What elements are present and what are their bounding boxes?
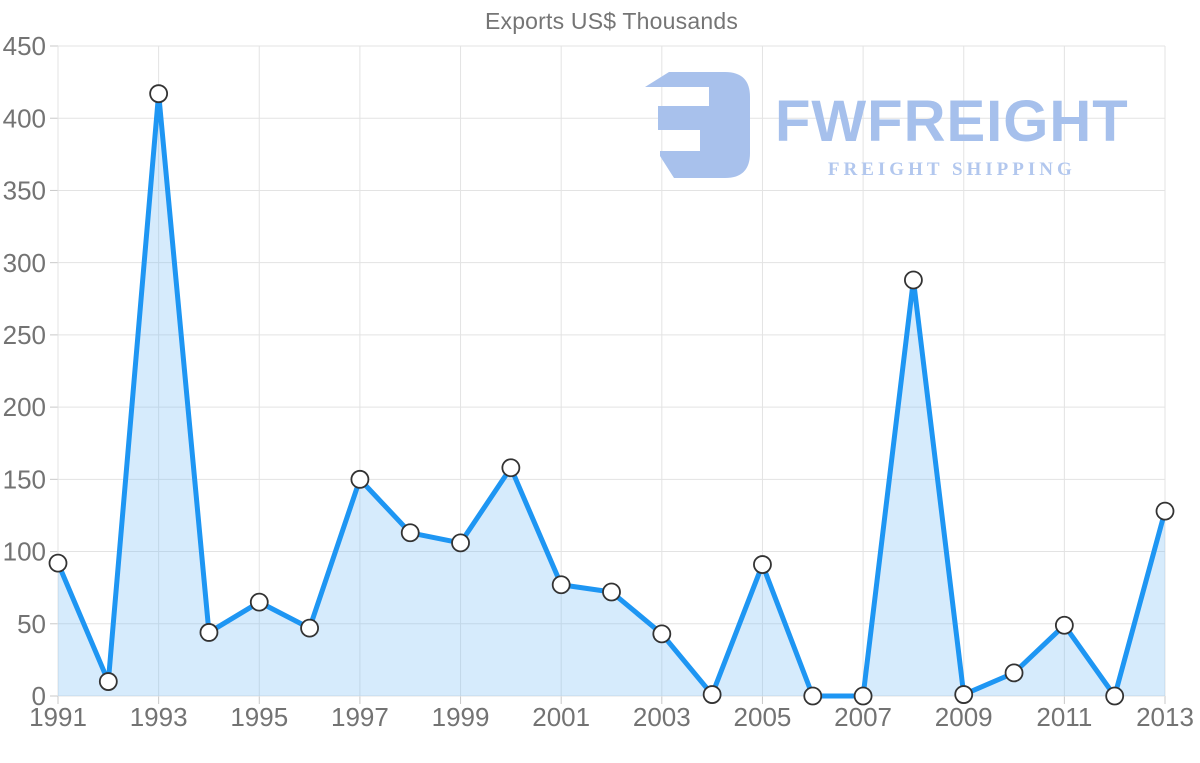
x-tick-label: 1995 [230,702,288,732]
y-tick-label: 450 [3,31,46,61]
data-point[interactable] [48,553,68,573]
data-point[interactable] [702,685,722,704]
y-tick-label: 150 [3,464,46,494]
y-tick-label: 0 [32,681,46,711]
x-tick-label: 2003 [633,702,691,732]
area-fill [58,93,1165,696]
data-point[interactable] [249,592,269,612]
data-point[interactable] [1054,615,1074,635]
y-tick-label: 300 [3,248,46,278]
x-tick-label: 2013 [1136,702,1194,732]
data-point[interactable] [1155,501,1175,521]
data-point[interactable] [400,523,420,543]
data-point[interactable] [451,533,470,553]
y-tick-label: 250 [3,320,46,350]
data-point[interactable] [652,624,672,644]
logo-tagline: FREIGHT SHIPPING [827,159,1076,180]
data-point[interactable] [602,582,621,602]
y-tick-label: 350 [3,176,46,206]
x-tick-label: 1997 [331,702,389,732]
data-point[interactable] [904,270,923,290]
data-point[interactable] [98,672,118,691]
chart-title: Exports US$ Thousands [484,8,739,34]
x-tick-label: 1993 [130,702,188,732]
logo-wordmark: FWFREIGHT [775,89,1129,154]
data-point[interactable] [853,686,873,706]
watermark-logo: FWFREIGHT FREIGHT SHIPPING [643,72,1129,179]
x-tick-label: 2001 [532,702,590,732]
data-point[interactable] [954,685,974,704]
x-tick-label: 1991 [29,702,87,732]
x-tick-label: 1999 [432,702,490,732]
fwfreight-logo-icon [645,72,750,178]
data-point[interactable] [149,84,169,104]
data-point[interactable] [1004,663,1024,683]
logo-mark-shape [645,72,750,178]
x-tick-label: 2005 [734,702,792,732]
y-tick-label: 400 [3,103,46,133]
data-point[interactable] [199,623,219,642]
y-tick-label: 200 [3,392,46,422]
data-point[interactable] [300,618,319,638]
logo-text-block: FWFREIGHT FREIGHT SHIPPING [775,72,1129,180]
y-tick-label: 50 [17,609,46,639]
data-point[interactable] [753,555,772,574]
x-tick-label: 2007 [834,702,892,732]
y-tick-label: 100 [3,537,46,567]
data-point[interactable] [501,458,521,478]
x-tick-label: 2011 [1036,702,1092,732]
x-tick-label: 2009 [935,702,993,732]
data-point[interactable] [1105,686,1125,706]
data-point[interactable] [803,686,823,706]
data-point[interactable] [350,469,370,489]
data-point[interactable] [551,575,571,595]
